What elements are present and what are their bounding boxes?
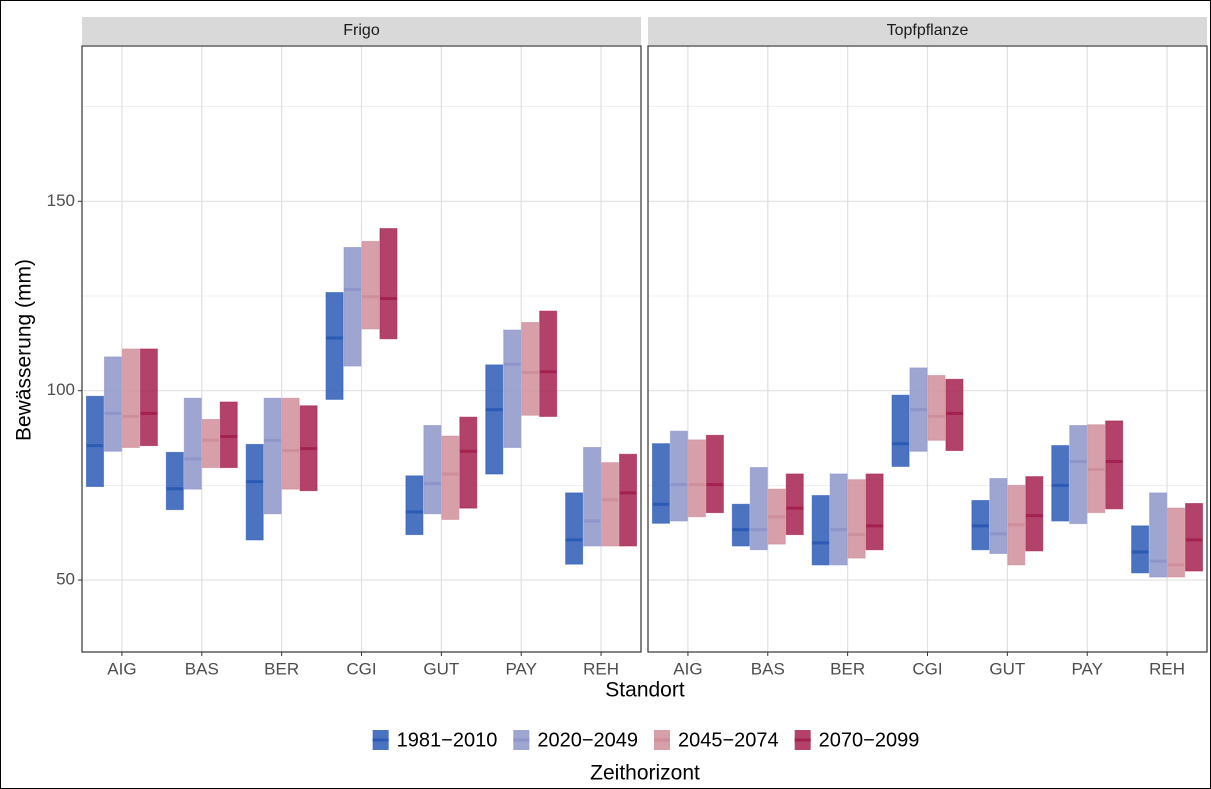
strip: [648, 17, 1207, 45]
crossbar-box: [687, 439, 706, 518]
crossbar-box: [847, 479, 866, 559]
crossbar-box: [485, 364, 504, 475]
crossbar-box: [441, 435, 460, 520]
crossbar-box: [361, 240, 380, 330]
crossbar-box: [583, 446, 602, 547]
crossbar-box: [1051, 445, 1070, 522]
crossbar-box: [619, 453, 638, 547]
y-tick-label: 50: [56, 570, 75, 589]
crossbar-box: [219, 401, 238, 469]
crossbar-box: [139, 348, 158, 447]
strip-text: Frigo: [343, 22, 380, 39]
y-axis-title: Bewässerung (mm): [13, 259, 36, 441]
crossbar-box: [539, 310, 558, 417]
crossbar-box: [103, 356, 122, 452]
crossbar-box: [343, 246, 362, 367]
y-tick-label: 150: [47, 191, 75, 210]
legend-label: 1981−2010: [397, 729, 498, 751]
crossbar-box: [651, 443, 670, 524]
x-tick-label: PAY: [1071, 659, 1103, 678]
x-tick-label: CGI: [912, 659, 942, 678]
crossbar-box: [565, 492, 584, 565]
x-tick-label: BAS: [751, 659, 785, 678]
y-tick-label: 100: [47, 380, 75, 399]
crossbar-box: [705, 434, 724, 514]
x-tick-label: BER: [830, 659, 865, 678]
legend-label: 2020−2049: [537, 729, 638, 751]
crossbar-box: [749, 467, 768, 551]
crossbar-box: [165, 451, 184, 511]
x-tick-label: GUT: [423, 659, 459, 678]
crossbar-box: [829, 473, 848, 566]
crossbar-box: [891, 394, 910, 467]
legend-label: 2045−2074: [678, 729, 779, 751]
crossbar-box: [521, 321, 540, 416]
x-tick-label: AIG: [107, 659, 136, 678]
crossbar-box: [201, 418, 220, 469]
crossbar-box: [85, 395, 104, 487]
crossbar-box: [945, 378, 964, 452]
crossbar-box: [1131, 525, 1150, 574]
crossbar-box: [121, 348, 140, 448]
crossbar-box: [459, 416, 478, 509]
crossbar-box: [1025, 476, 1044, 552]
crossbar-box: [263, 397, 282, 515]
x-tick-label: CGI: [346, 659, 376, 678]
crossbar-box: [325, 292, 344, 400]
crossbar-box: [245, 443, 264, 541]
crossbar-box: [1069, 425, 1088, 525]
crossbar-box: [1149, 492, 1168, 578]
crossbar-box: [379, 228, 398, 340]
crossbar-box: [669, 430, 688, 522]
x-tick-label: PAY: [505, 659, 537, 678]
x-tick-label: BAS: [185, 659, 219, 678]
x-tick-label: REH: [583, 659, 619, 678]
legend-label: 2070−2099: [819, 729, 920, 751]
crossbar-box: [865, 473, 884, 551]
crossbar-box: [811, 495, 830, 566]
strip-text: Topfpflanze: [887, 22, 969, 39]
crossbar-box: [1105, 420, 1124, 510]
crossbar-box: [183, 397, 202, 490]
crossbar-box: [989, 478, 1008, 555]
x-tick-label: BER: [264, 659, 299, 678]
x-tick-label: GUT: [989, 659, 1025, 678]
crossbar-box: [1167, 507, 1186, 578]
x-tick-label: AIG: [673, 659, 702, 678]
crossbar-box: [731, 503, 750, 547]
legend: 1981−2010 2020−2049 2045−2074 2070−2099: [372, 729, 920, 751]
crossbar-box: [1185, 503, 1204, 572]
crossbar-box: [927, 375, 946, 441]
crossbar-box: [601, 462, 620, 547]
x-axis-title: Standort: [605, 679, 685, 702]
x-tick-label: REH: [1149, 659, 1185, 678]
crossbar-box: [503, 329, 522, 448]
crossbar-box: [405, 475, 424, 536]
strip: [82, 17, 641, 45]
crossbar-box: [281, 397, 300, 490]
crossbar-box: [785, 473, 804, 536]
legend-title: Zeithorizont: [590, 762, 700, 785]
crossbar-box: [423, 425, 442, 515]
